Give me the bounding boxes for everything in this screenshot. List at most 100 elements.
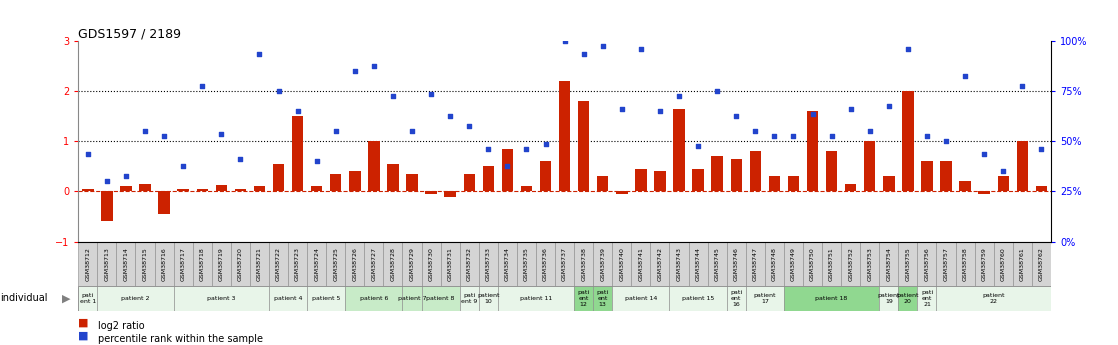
Point xyxy=(861,129,879,134)
Point xyxy=(842,106,860,112)
Bar xyxy=(97,286,173,310)
Bar xyxy=(635,169,646,191)
Bar xyxy=(307,241,326,286)
Bar xyxy=(517,241,536,286)
Text: pati
ent
16: pati ent 16 xyxy=(730,290,742,307)
Text: patient 14: patient 14 xyxy=(625,296,657,301)
Bar xyxy=(159,191,170,214)
Point xyxy=(613,106,631,112)
Text: GSM38734: GSM38734 xyxy=(505,247,510,281)
Text: GSM38751: GSM38751 xyxy=(830,247,834,281)
Text: GSM38715: GSM38715 xyxy=(142,247,148,281)
Text: ▶: ▶ xyxy=(61,294,70,303)
Point xyxy=(383,94,401,99)
Text: patient 8: patient 8 xyxy=(426,296,455,301)
Bar xyxy=(994,241,1013,286)
Text: pati
ent
21: pati ent 21 xyxy=(921,290,934,307)
Bar xyxy=(673,109,684,191)
Point xyxy=(79,151,97,157)
Bar xyxy=(803,241,822,286)
Bar xyxy=(502,149,513,191)
Point xyxy=(956,74,974,79)
Text: GSM38759: GSM38759 xyxy=(982,247,987,281)
Text: GSM38741: GSM38741 xyxy=(638,247,643,281)
Text: GSM38739: GSM38739 xyxy=(600,247,605,281)
Text: pati
ent
12: pati ent 12 xyxy=(578,290,589,307)
Text: GSM38721: GSM38721 xyxy=(257,247,262,281)
Bar xyxy=(937,286,1051,310)
Point xyxy=(1013,84,1031,89)
Text: patient 3: patient 3 xyxy=(207,296,236,301)
Text: ■: ■ xyxy=(78,318,88,328)
Point xyxy=(423,91,440,97)
Bar xyxy=(402,241,421,286)
Text: GSM38758: GSM38758 xyxy=(963,247,967,281)
Text: GSM38744: GSM38744 xyxy=(695,247,701,281)
Text: GSM38723: GSM38723 xyxy=(295,247,300,281)
Text: GSM38740: GSM38740 xyxy=(619,247,624,281)
Bar xyxy=(730,159,742,191)
Point xyxy=(537,141,555,147)
Bar xyxy=(479,241,498,286)
Bar xyxy=(651,241,670,286)
Bar xyxy=(173,286,269,310)
Bar xyxy=(784,241,803,286)
Point xyxy=(174,164,192,169)
Text: GSM38730: GSM38730 xyxy=(428,247,434,281)
Bar xyxy=(311,187,322,191)
Bar xyxy=(345,286,402,310)
Bar xyxy=(841,241,860,286)
Point xyxy=(918,134,936,139)
Text: patient 6: patient 6 xyxy=(360,296,388,301)
Bar xyxy=(498,241,517,286)
Text: GSM38714: GSM38714 xyxy=(123,247,129,281)
Point xyxy=(307,159,325,164)
Text: GSM38716: GSM38716 xyxy=(162,247,167,281)
Point xyxy=(728,114,746,119)
Bar xyxy=(670,241,689,286)
Text: GSM38722: GSM38722 xyxy=(276,247,281,281)
Text: patient 2: patient 2 xyxy=(121,296,150,301)
Bar xyxy=(784,286,879,310)
Bar xyxy=(632,241,651,286)
Point xyxy=(193,84,211,89)
Point xyxy=(518,146,536,152)
Text: pati
ent 9: pati ent 9 xyxy=(461,293,477,304)
Text: GSM38748: GSM38748 xyxy=(771,247,777,281)
Point xyxy=(937,139,955,144)
Text: GSM38749: GSM38749 xyxy=(790,247,796,281)
Bar xyxy=(845,184,856,191)
Point xyxy=(689,144,707,149)
Point xyxy=(670,94,688,99)
Bar xyxy=(459,241,479,286)
Bar xyxy=(269,286,307,310)
Text: GSM38742: GSM38742 xyxy=(657,247,663,281)
Point xyxy=(1032,146,1050,152)
Text: GSM38728: GSM38728 xyxy=(390,247,396,281)
Bar xyxy=(597,177,608,191)
Text: GSM38712: GSM38712 xyxy=(85,247,91,281)
Bar xyxy=(727,241,746,286)
Text: GSM38726: GSM38726 xyxy=(352,247,358,281)
Bar xyxy=(235,189,246,191)
Bar xyxy=(78,241,97,286)
Bar xyxy=(269,241,288,286)
Bar xyxy=(826,151,837,191)
Bar xyxy=(383,241,402,286)
Text: GSM38761: GSM38761 xyxy=(1020,247,1025,281)
Text: patient
17: patient 17 xyxy=(754,293,776,304)
Point xyxy=(364,63,382,69)
Text: GSM38743: GSM38743 xyxy=(676,247,682,281)
Bar xyxy=(230,241,250,286)
Point xyxy=(632,46,650,52)
Point xyxy=(994,169,1012,174)
Bar xyxy=(956,241,975,286)
Text: GSM38733: GSM38733 xyxy=(486,247,491,281)
Bar xyxy=(578,101,589,191)
Text: GSM38755: GSM38755 xyxy=(906,247,910,281)
Bar xyxy=(883,177,894,191)
Point xyxy=(556,39,574,44)
Bar xyxy=(288,241,307,286)
Bar xyxy=(402,286,421,310)
Bar xyxy=(978,191,989,194)
